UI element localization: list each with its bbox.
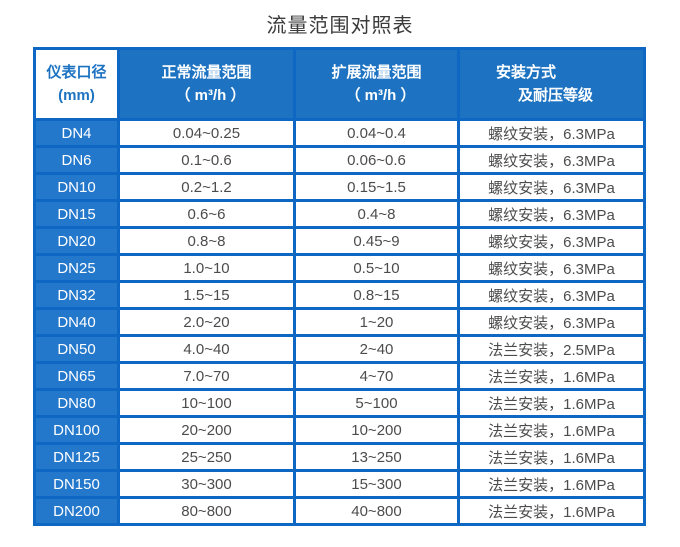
header-meter-diameter-line2: (mm)	[58, 87, 95, 104]
table-row: DN125 25~250 13~250 法兰安装，1.6MPa	[33, 442, 646, 472]
normal-flow-cell: 4.0~40	[117, 334, 296, 364]
header-meter-diameter: 仪表口径 (mm)	[33, 47, 120, 121]
dn-label-cell: DN32	[33, 280, 120, 310]
table-row: DN100 20~200 10~200 法兰安装，1.6MPa	[33, 415, 646, 445]
extended-flow-cell: 1~20	[293, 307, 460, 337]
normal-flow-cell: 0.8~8	[117, 226, 296, 256]
dn-label-cell: DN4	[33, 118, 120, 148]
header-extended-flow-line1: 扩展流量范围	[331, 64, 422, 81]
dn-label-cell: DN100	[33, 415, 120, 445]
dn-label-cell: DN40	[33, 307, 120, 337]
table-row: DN10 0.2~1.2 0.15~1.5 螺纹安装，6.3MPa	[33, 172, 646, 202]
normal-flow-cell: 20~200	[117, 415, 296, 445]
install-cell: 螺纹安装，6.3MPa	[457, 253, 646, 283]
dn-label-cell: DN65	[33, 361, 120, 391]
normal-flow-cell: 80~800	[117, 496, 296, 526]
dn-label-cell: DN125	[33, 442, 120, 472]
table-body: DN4 0.04~0.25 0.04~0.4 螺纹安装，6.3MPa DN6 0…	[33, 118, 646, 526]
dn-label-cell: DN150	[33, 469, 120, 499]
normal-flow-cell: 0.2~1.2	[117, 172, 296, 202]
table-row: DN32 1.5~15 0.8~15 螺纹安装，6.3MPa	[33, 280, 646, 310]
dn-label-cell: DN25	[33, 253, 120, 283]
header-installation-line1: 安装方式	[496, 64, 557, 81]
extended-flow-cell: 13~250	[293, 442, 460, 472]
header-installation: 安装方式 及耐压等级	[457, 47, 646, 121]
header-normal-flow-line1: 正常流量范围	[161, 64, 252, 81]
header-row: 仪表口径 (mm) 正常流量范围 （ m³/h ） 扩展流量范围 （ m³/h …	[33, 47, 646, 121]
install-cell: 螺纹安装，6.3MPa	[457, 118, 646, 148]
table-row: DN20 0.8~8 0.45~9 螺纹安装，6.3MPa	[33, 226, 646, 256]
normal-flow-cell: 1.0~10	[117, 253, 296, 283]
extended-flow-cell: 0.8~15	[293, 280, 460, 310]
dn-label-cell: DN50	[33, 334, 120, 364]
header-normal-flow-unit: （ m³/h ）	[175, 87, 246, 104]
table-header: 仪表口径 (mm) 正常流量范围 （ m³/h ） 扩展流量范围 （ m³/h …	[33, 47, 646, 121]
table-row: DN40 2.0~20 1~20 螺纹安装，6.3MPa	[33, 307, 646, 337]
page-title: 流量范围对照表	[266, 15, 414, 37]
extended-flow-cell: 4~70	[293, 361, 460, 391]
install-cell: 法兰安装，1.6MPa	[457, 469, 646, 499]
normal-flow-cell: 25~250	[117, 442, 296, 472]
normal-flow-cell: 30~300	[117, 469, 296, 499]
flow-range-table: 仪表口径 (mm) 正常流量范围 （ m³/h ） 扩展流量范围 （ m³/h …	[33, 47, 646, 526]
install-cell: 螺纹安装，6.3MPa	[457, 226, 646, 256]
table-row: DN150 30~300 15~300 法兰安装，1.6MPa	[33, 469, 646, 499]
dn-label-cell: DN200	[33, 496, 120, 526]
table-row: DN6 0.1~0.6 0.06~0.6 螺纹安装，6.3MPa	[33, 145, 646, 175]
install-cell: 法兰安装，1.6MPa	[457, 388, 646, 418]
install-cell: 法兰安装，1.6MPa	[457, 496, 646, 526]
dn-label-cell: DN80	[33, 388, 120, 418]
header-meter-diameter-line1: 仪表口径	[46, 64, 107, 81]
normal-flow-cell: 10~100	[117, 388, 296, 418]
extended-flow-cell: 0.04~0.4	[293, 118, 460, 148]
normal-flow-cell: 0.6~6	[117, 199, 296, 229]
install-cell: 螺纹安装，6.3MPa	[457, 172, 646, 202]
table-row: DN15 0.6~6 0.4~8 螺纹安装，6.3MPa	[33, 199, 646, 229]
normal-flow-cell: 7.0~70	[117, 361, 296, 391]
table-row: DN65 7.0~70 4~70 法兰安装，1.6MPa	[33, 361, 646, 391]
dn-label-cell: DN15	[33, 199, 120, 229]
extended-flow-cell: 0.5~10	[293, 253, 460, 283]
install-cell: 法兰安装，1.6MPa	[457, 415, 646, 445]
extended-flow-cell: 40~800	[293, 496, 460, 526]
header-extended-flow-unit: （ m³/h ）	[345, 87, 416, 104]
dn-label-cell: DN6	[33, 145, 120, 175]
header-extended-flow: 扩展流量范围 （ m³/h ）	[293, 47, 460, 121]
dn-label-cell: DN20	[33, 226, 120, 256]
extended-flow-cell: 5~100	[293, 388, 460, 418]
install-cell: 螺纹安装，6.3MPa	[457, 145, 646, 175]
table-row: DN25 1.0~10 0.5~10 螺纹安装，6.3MPa	[33, 253, 646, 283]
table-row: DN4 0.04~0.25 0.04~0.4 螺纹安装，6.3MPa	[33, 118, 646, 148]
extended-flow-cell: 2~40	[293, 334, 460, 364]
table-row: DN50 4.0~40 2~40 法兰安装，2.5MPa	[33, 334, 646, 364]
install-cell: 螺纹安装，6.3MPa	[457, 199, 646, 229]
install-cell: 法兰安装，2.5MPa	[457, 334, 646, 364]
install-cell: 法兰安装，1.6MPa	[457, 361, 646, 391]
extended-flow-cell: 0.45~9	[293, 226, 460, 256]
table-row: DN80 10~100 5~100 法兰安装，1.6MPa	[33, 388, 646, 418]
extended-flow-cell: 15~300	[293, 469, 460, 499]
install-cell: 螺纹安装，6.3MPa	[457, 280, 646, 310]
normal-flow-cell: 0.04~0.25	[117, 118, 296, 148]
extended-flow-cell: 0.4~8	[293, 199, 460, 229]
dn-label-cell: DN10	[33, 172, 120, 202]
header-normal-flow: 正常流量范围 （ m³/h ）	[117, 47, 296, 121]
table-row: DN200 80~800 40~800 法兰安装，1.6MPa	[33, 496, 646, 526]
normal-flow-cell: 1.5~15	[117, 280, 296, 310]
normal-flow-cell: 2.0~20	[117, 307, 296, 337]
install-cell: 螺纹安装，6.3MPa	[457, 307, 646, 337]
extended-flow-cell: 0.15~1.5	[293, 172, 460, 202]
extended-flow-cell: 10~200	[293, 415, 460, 445]
header-installation-line2: 及耐压等级	[518, 87, 594, 104]
install-cell: 法兰安装，1.6MPa	[457, 442, 646, 472]
normal-flow-cell: 0.1~0.6	[117, 145, 296, 175]
extended-flow-cell: 0.06~0.6	[293, 145, 460, 175]
